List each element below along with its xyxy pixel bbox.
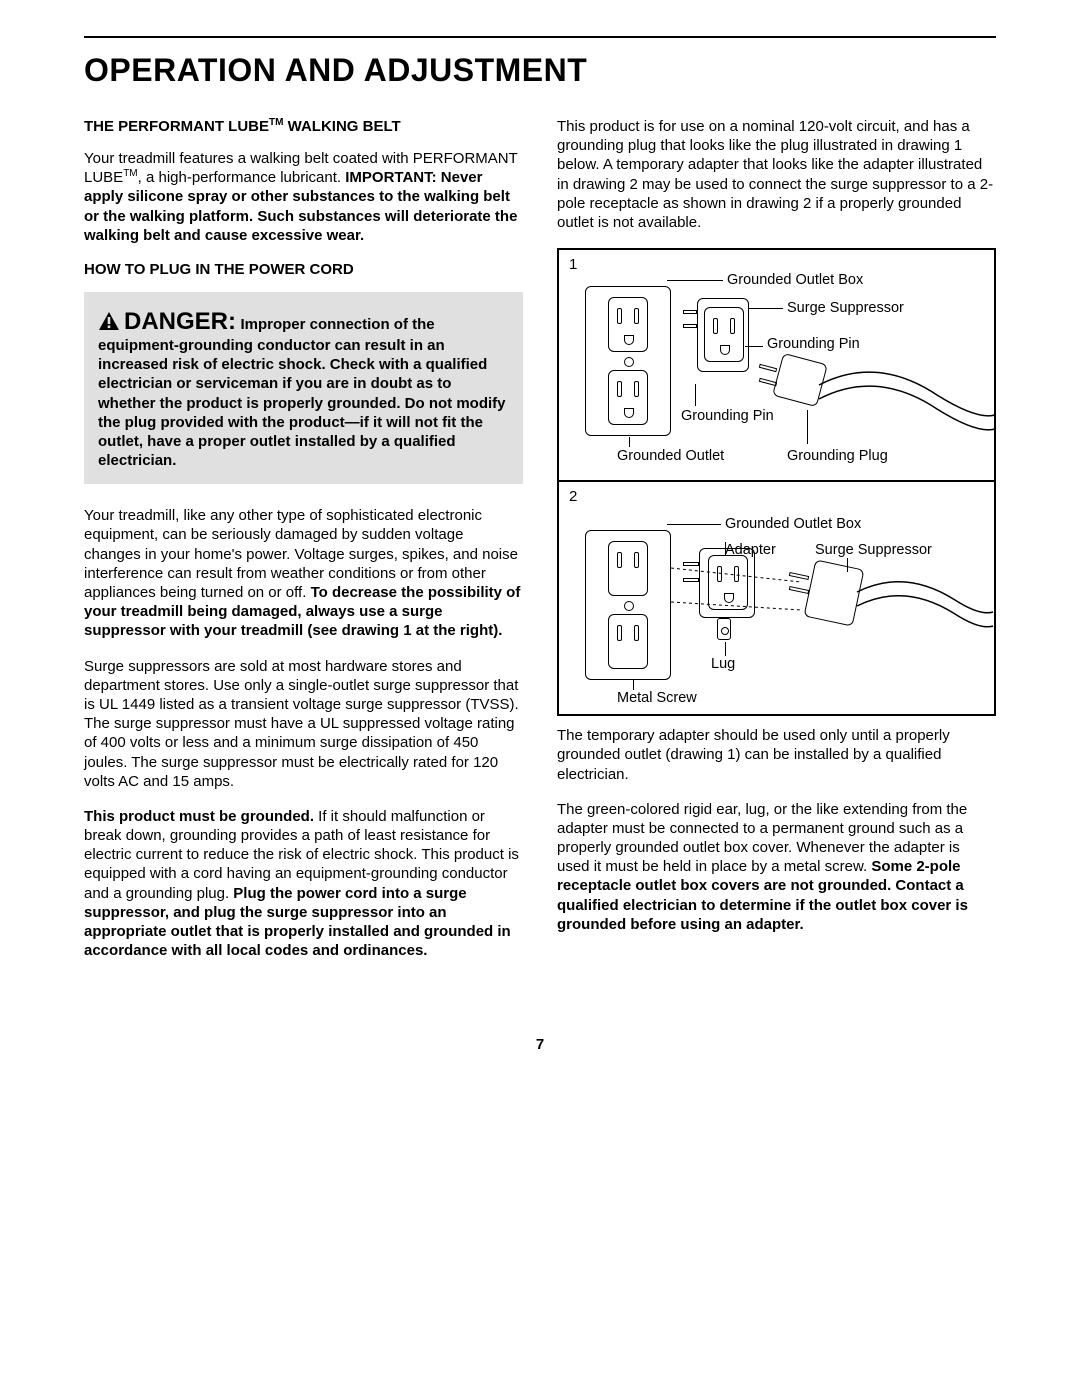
subhead-powercord: HOW TO PLUG IN THE POWER CORD — [84, 261, 523, 278]
label-grounded-outlet-box: Grounded Outlet Box — [727, 272, 863, 288]
page-number: 7 — [84, 1036, 996, 1053]
para-surge-intro: Your treadmill, like any other type of s… — [84, 506, 523, 640]
diagram-2-number: 2 — [569, 488, 577, 505]
danger-lead: DANGER: — [124, 308, 236, 335]
subhead-lube-text: THE PERFORMANT LUBE — [84, 118, 269, 135]
tm-mark: TM — [269, 117, 283, 128]
center-screw-2-icon — [624, 601, 634, 611]
page-title: OPERATION AND ADJUSTMENT — [84, 52, 996, 89]
right-column: This product is for use on a nominal 120… — [557, 117, 996, 976]
para-green-lug: The green-colored rigid ear, lug, or the… — [557, 800, 996, 934]
top-rule — [84, 36, 996, 38]
center-screw-icon — [624, 357, 634, 367]
surge-suppressor-icon — [697, 298, 749, 372]
para-grounded-bold1: This product must be grounded. — [84, 808, 314, 825]
left-column: THE PERFORMANT LUBETM WALKING BELT Your … — [84, 117, 523, 976]
para-lube-b: , a high-performance lubricant. — [138, 169, 346, 186]
label-grounded-outlet: Grounded Outlet — [617, 448, 724, 464]
danger-text: Improper connection of the equipment-gro… — [98, 316, 506, 469]
para-grounded: This product must be grounded. If it sho… — [84, 807, 523, 961]
outlet2-top-icon — [608, 541, 648, 596]
label-adapter: Adapter — [725, 542, 776, 558]
two-column-layout: THE PERFORMANT LUBETM WALKING BELT Your … — [84, 117, 996, 976]
label-metal-screw: Metal Screw — [617, 690, 697, 706]
label-surge-suppressor: Surge Suppressor — [787, 300, 904, 316]
subhead-lube: THE PERFORMANT LUBETM WALKING BELT — [84, 117, 523, 135]
outlet-plate-2-icon — [585, 530, 671, 680]
outlet-top-icon — [608, 297, 648, 352]
label-grounding-pin-a: Grounding Pin — [767, 336, 860, 352]
para-surge-specs: Surge suppressors are sold at most hardw… — [84, 657, 523, 791]
cord-icon — [817, 365, 997, 455]
para-circuit: This product is for use on a nominal 120… — [557, 117, 996, 232]
label-grounding-pin-b: Grounding Pin — [681, 408, 774, 424]
danger-box: DANGER: Improper connection of the equip… — [84, 292, 523, 484]
label-lug: Lug — [711, 656, 735, 672]
diagram-1-number: 1 — [569, 256, 577, 273]
label-grounding-plug: Grounding Plug — [787, 448, 888, 464]
subhead-lube-suffix: WALKING BELT — [283, 118, 400, 135]
diagram-frame: 1 — [557, 248, 996, 716]
warning-icon — [98, 311, 120, 336]
diagram-2: 2 — [559, 482, 994, 714]
outlet2-bottom-icon — [608, 614, 648, 669]
cord-2-icon — [855, 574, 995, 654]
outlet-bottom-icon — [608, 370, 648, 425]
label-surge-suppressor-2: Surge Suppressor — [815, 542, 932, 558]
label-grounded-outlet-box-2: Grounded Outlet Box — [725, 516, 861, 532]
para-temp-adapter: The temporary adapter should be used onl… — [557, 726, 996, 784]
diagram-1: 1 — [559, 250, 994, 482]
para-lube: Your treadmill features a walking belt c… — [84, 149, 523, 245]
tm-mark-2: TM — [123, 168, 137, 179]
outlet-plate-icon — [585, 286, 671, 436]
